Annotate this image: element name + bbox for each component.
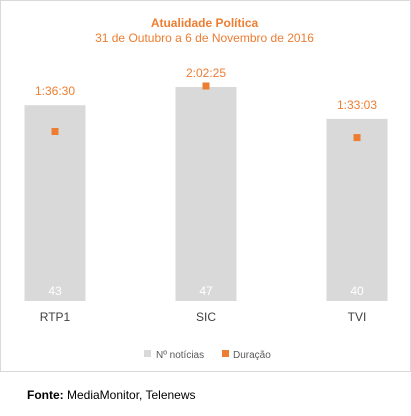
bar-sic <box>175 87 237 301</box>
duration-label: 1:33:03 <box>337 98 377 112</box>
bar-rtp1 <box>24 105 86 301</box>
duration-marker-tvi <box>353 134 361 142</box>
bar-value-label: 43 <box>48 284 62 298</box>
duration-label: 1:36:30 <box>35 84 75 98</box>
chart-plot: 43 1:36:30 RTP1 47 2:02:25 SIC 40 1:33:03 TVI Nº … <box>24 66 388 361</box>
duration-label: 2:02:25 <box>186 66 226 80</box>
source-label: Fonte: <box>27 388 64 402</box>
category-label: RTP1 <box>40 310 71 324</box>
legend-label-duration: Duração <box>233 350 271 361</box>
source-note: Fonte: MediaMonitor, Telenews <box>27 388 196 402</box>
legend-swatch-bars <box>144 350 151 357</box>
bar-value-label: 40 <box>350 284 364 298</box>
chart-subtitle: 31 de Outubro a 6 de Novembro de 2016 <box>95 31 314 45</box>
source-text: MediaMonitor, Telenews <box>67 388 196 402</box>
chart-title: Atualidade Política <box>150 16 259 30</box>
bar-tvi <box>326 118 388 301</box>
category-label: TVI <box>348 310 367 324</box>
bar-value-label: 47 <box>199 284 213 298</box>
category-label: SIC <box>196 310 216 324</box>
legend-label-bars: Nº notícias <box>156 350 204 361</box>
duration-marker-rtp1 <box>51 128 59 136</box>
duration-marker-sic <box>202 82 210 90</box>
legend-swatch-duration <box>222 350 229 357</box>
